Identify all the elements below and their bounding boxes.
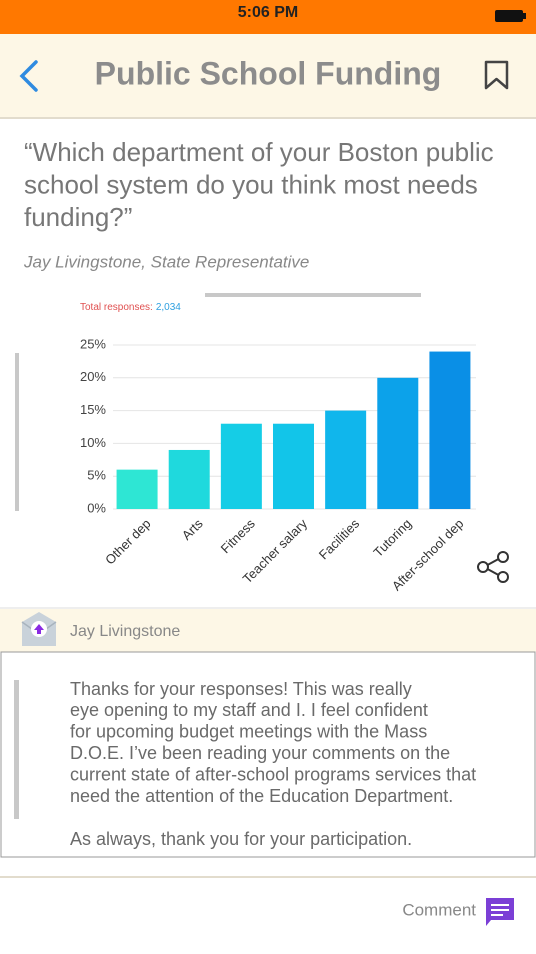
back-button[interactable] [19,60,38,92]
message-line: D.O.E. I’ve been reading your comments o… [70,743,450,763]
x-tick-label: Facilities [316,516,363,563]
message-line: need the attention of the Education Depa… [70,786,453,806]
comment-label[interactable]: Comment [402,900,476,919]
status-bar [0,0,536,34]
chart-side-bar [15,353,19,511]
total-label: Total responses: [80,302,153,313]
total-responses: Total responses: 2,034 [80,302,181,313]
bar [168,449,210,509]
question-author: Jay Livingstone, State Representative [23,252,309,271]
bar [220,423,262,509]
bar [116,469,158,509]
y-tick-label: 25% [80,336,106,351]
bookmark-button[interactable] [484,60,509,90]
message-line: eye opening to my staff and I. I feel co… [70,700,428,720]
bar [377,377,419,509]
message-body: Thanks for your responses! This was real… [70,679,476,806]
battery-icon [495,10,526,22]
y-tick-label: 15% [80,402,106,417]
share-button[interactable] [477,551,509,583]
bar [325,410,367,509]
bar-chart: 0%5%10%15%20%25%Other dep Arts FitnessTeac… [80,336,476,593]
x-tick-label: Tutoring [370,516,414,560]
total-value: 2,034 [156,302,181,313]
message-line: Thanks for your responses! This was real… [70,679,412,699]
question: “Which department of your Boston publics… [24,137,494,232]
message-line: current state of after-school programs s… [70,764,476,784]
x-tick-label: Fitness [218,516,259,557]
y-tick-label: 0% [87,500,106,515]
y-tick-label: 20% [80,369,106,384]
message-line: for upcoming budget meetings with the Ma… [70,722,427,742]
avatar-icon [21,612,57,646]
message-author: Jay Livingstone [70,623,180,640]
quote-bar [14,680,19,819]
header [0,34,536,118]
message-box [0,651,536,858]
header-title: Public School Funding [95,55,442,91]
bar [273,423,314,509]
y-tick-label: 10% [80,435,106,450]
message-closing: As always, thank you for your participat… [70,829,412,849]
comment-button[interactable] [486,898,514,926]
chart-top-bar [205,293,421,297]
y-tick-label: 5% [87,468,106,483]
question-line: “Which department of your Boston public [24,137,494,167]
question-line: funding?” [24,202,132,232]
bar [429,351,471,509]
x-tick-label: Other dep [102,516,153,567]
question-line: school system do you think most needs [24,169,478,199]
x-tick-label: Arts [179,516,206,543]
status-time: 5:06 PM [238,4,298,21]
message-header [0,609,536,652]
